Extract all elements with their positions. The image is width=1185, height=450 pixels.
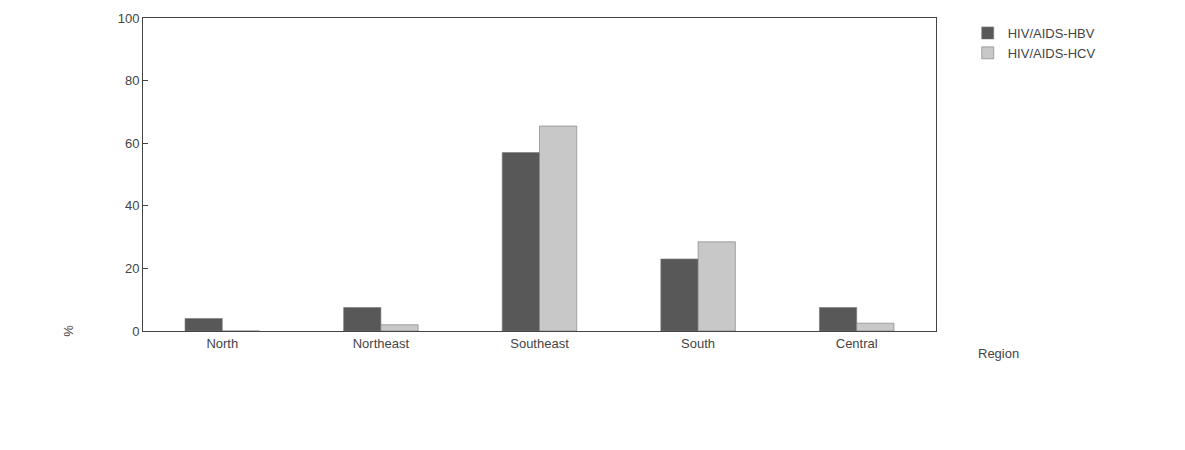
svg-text:South: South — [681, 336, 715, 351]
svg-text:Northeast: Northeast — [353, 336, 410, 351]
svg-text:0: 0 — [132, 324, 139, 339]
svg-text:Region: Region — [978, 346, 1019, 361]
svg-text:%: % — [61, 325, 76, 337]
svg-text:HIV/AIDS-HBV: HIV/AIDS-HBV — [1008, 26, 1095, 41]
svg-text:Southeast: Southeast — [510, 336, 569, 351]
svg-text:HIV/AIDS-HCV: HIV/AIDS-HCV — [1008, 46, 1096, 61]
svg-text:40: 40 — [125, 198, 139, 213]
svg-text:60: 60 — [125, 136, 139, 151]
svg-text:80: 80 — [125, 73, 139, 88]
svg-text:North: North — [206, 336, 238, 351]
svg-text:100: 100 — [118, 11, 140, 26]
svg-text:20: 20 — [125, 261, 139, 276]
svg-text:Central: Central — [836, 336, 878, 351]
